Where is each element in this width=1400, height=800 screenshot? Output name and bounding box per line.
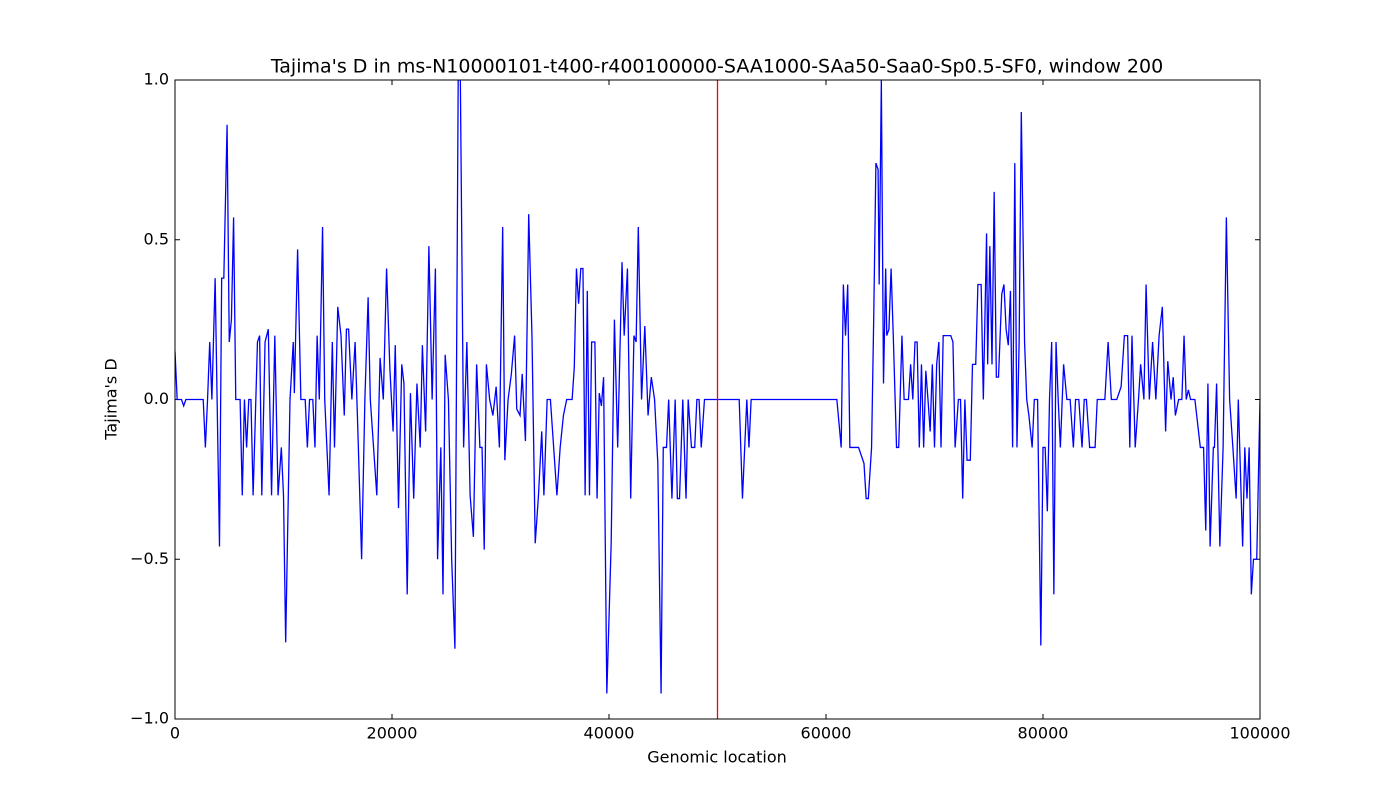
y-tick-label: 1.0 — [144, 70, 169, 89]
plot-frame — [174, 79, 1261, 720]
y-tick-label: −0.5 — [130, 549, 169, 568]
y-tick-label: 0.5 — [144, 229, 169, 248]
y-axis-label: Tajima's D — [102, 358, 121, 440]
x-tick-label: 0 — [170, 724, 180, 743]
x-tick-label: 40000 — [584, 724, 635, 743]
x-tick-label: 80000 — [1018, 724, 1069, 743]
x-tick-label: 20000 — [367, 724, 418, 743]
chart-title: Tajima's D in ms-N10000101-t400-r4001000… — [270, 56, 1163, 78]
x-axis-label: Genomic location — [647, 748, 787, 767]
x-tick-label: 60000 — [801, 724, 852, 743]
y-tick-label: −1.0 — [130, 709, 169, 728]
data-line — [175, 80, 1260, 694]
x-tick-label: 100000 — [1229, 724, 1290, 743]
y-tick-label: 0.0 — [144, 389, 169, 408]
